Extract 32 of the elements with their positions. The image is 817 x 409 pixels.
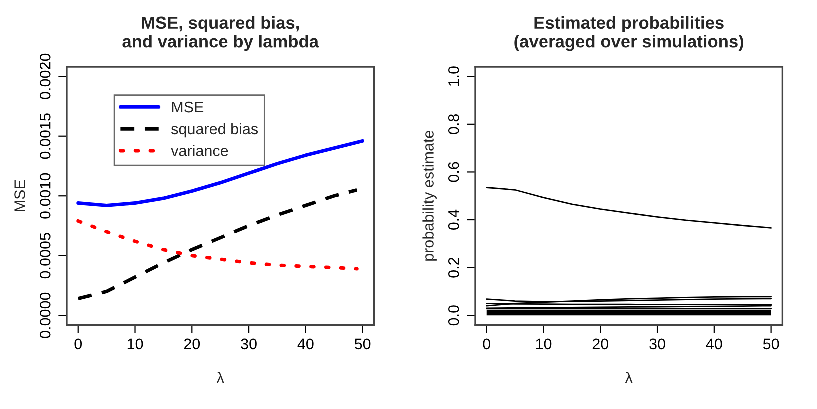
x-tick-label: 40 bbox=[298, 338, 314, 350]
x-tick-label: 20 bbox=[592, 338, 609, 350]
y-tick-label: 0.2 bbox=[448, 258, 460, 278]
x-tick-label: 0 bbox=[74, 338, 82, 350]
y-tick-label: 0.8 bbox=[448, 114, 460, 134]
chart-title: MSE, squared bias, and variance by lambda bbox=[122, 16, 320, 52]
x-axis-title: λ bbox=[216, 372, 224, 384]
x-tick-label: 50 bbox=[763, 338, 780, 350]
x-tick-label: 50 bbox=[354, 338, 371, 350]
x-tick-label: 30 bbox=[650, 338, 666, 350]
x-tick-label: 10 bbox=[536, 338, 552, 350]
y-tick-label: 0.0020 bbox=[40, 54, 51, 100]
y-tick-label: 0.0 bbox=[448, 306, 460, 326]
x-tick-label: 10 bbox=[128, 338, 144, 350]
y-tick-label: 0.0010 bbox=[40, 173, 51, 219]
y-tick-label: 0.0015 bbox=[40, 114, 51, 160]
chart-title: Estimated probabilities (averaged over simulations) bbox=[514, 16, 744, 52]
x-tick-label: 30 bbox=[241, 338, 257, 350]
y-tick-label: 1.0 bbox=[448, 66, 460, 86]
y-axis-title: MSE bbox=[14, 180, 26, 212]
y-tick-label: 0.0005 bbox=[40, 233, 51, 279]
x-tick-label: 0 bbox=[483, 338, 491, 350]
legend-label: squared bias bbox=[172, 123, 258, 138]
legend-label: MSE bbox=[172, 102, 204, 113]
x-axis-title: λ bbox=[625, 372, 633, 384]
x-tick-label: 20 bbox=[184, 338, 200, 350]
y-tick-label: 0.0000 bbox=[40, 292, 51, 338]
y-tick-label: 0.4 bbox=[448, 210, 460, 230]
y-tick-label: 0.6 bbox=[448, 162, 460, 182]
legend-label: variance bbox=[171, 145, 228, 156]
x-tick-label: 40 bbox=[706, 338, 722, 350]
y-axis-title: probability estimate bbox=[422, 130, 437, 261]
